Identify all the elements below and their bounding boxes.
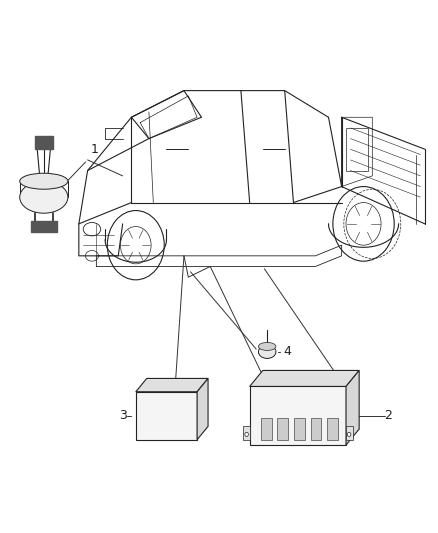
Polygon shape [250, 386, 346, 445]
Text: 4: 4 [283, 345, 291, 358]
Bar [294, 418, 305, 440]
Circle shape [245, 432, 248, 437]
Bar [261, 418, 272, 440]
Polygon shape [346, 370, 359, 445]
Bar [346, 128, 368, 171]
Bar [35, 136, 53, 149]
Bar [346, 426, 353, 440]
Text: 3: 3 [119, 409, 127, 422]
Polygon shape [250, 370, 359, 386]
Text: 2: 2 [384, 409, 392, 422]
Ellipse shape [258, 342, 276, 351]
Bar [327, 418, 338, 440]
Polygon shape [197, 378, 208, 440]
Ellipse shape [20, 173, 68, 189]
Bar [243, 426, 250, 440]
Circle shape [347, 432, 351, 437]
Polygon shape [136, 392, 197, 440]
Text: 1: 1 [90, 143, 98, 156]
Ellipse shape [258, 345, 276, 358]
Bar [31, 221, 57, 232]
Polygon shape [136, 378, 208, 392]
Bar [277, 418, 288, 440]
Bar [311, 418, 321, 440]
Ellipse shape [20, 181, 68, 213]
